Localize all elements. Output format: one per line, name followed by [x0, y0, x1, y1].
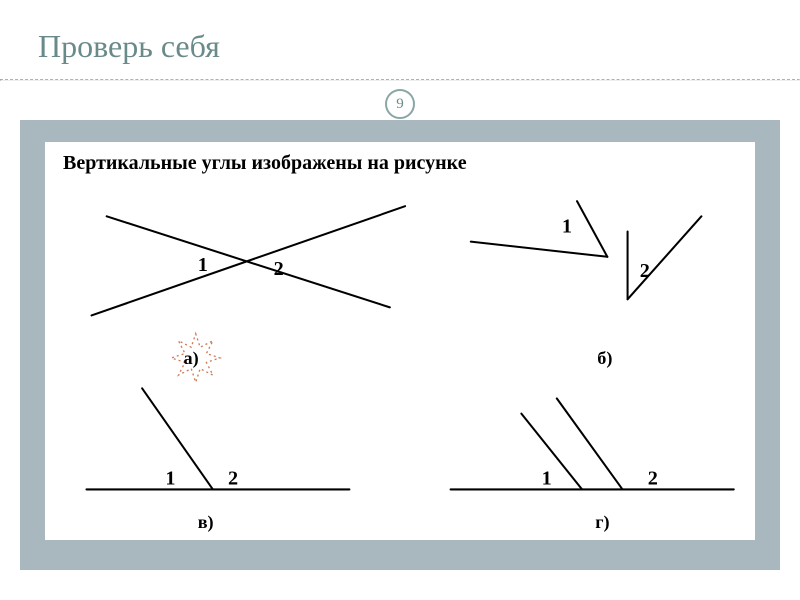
- diagram-area: 1 2 а) 1 2 б) 1 2 в) 1 2 г): [45, 186, 755, 540]
- svg-text:1: 1: [198, 254, 208, 276]
- svg-text:б): б): [597, 348, 612, 369]
- svg-text:а): а): [184, 348, 199, 369]
- svg-text:2: 2: [640, 260, 650, 282]
- question-text: Вертикальные углы изображены на рисунке: [45, 142, 755, 181]
- svg-text:2: 2: [228, 467, 238, 489]
- svg-text:2: 2: [648, 467, 658, 489]
- title-area: Проверь себя: [0, 0, 800, 79]
- svg-text:г): г): [595, 512, 609, 533]
- svg-text:1: 1: [165, 467, 175, 489]
- page-number-badge: 9: [385, 89, 415, 119]
- content-panel: Вертикальные углы изображены на рисунке …: [45, 142, 755, 540]
- svg-text:в): в): [198, 512, 214, 533]
- divider: [0, 79, 800, 81]
- geometry-svg: 1 2 а) 1 2 б) 1 2 в) 1 2 г): [45, 186, 755, 540]
- svg-text:2: 2: [274, 258, 284, 280]
- page-title: Проверь себя: [38, 28, 762, 65]
- outer-frame: Вертикальные углы изображены на рисунке …: [20, 120, 780, 570]
- svg-text:1: 1: [562, 216, 572, 238]
- svg-text:1: 1: [542, 467, 552, 489]
